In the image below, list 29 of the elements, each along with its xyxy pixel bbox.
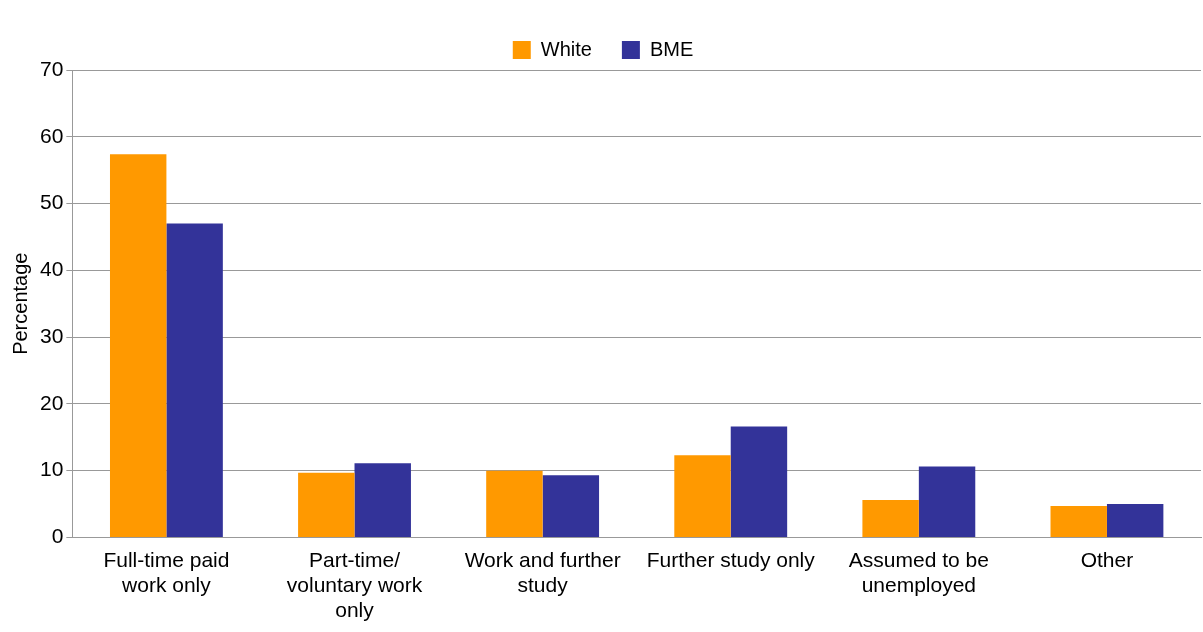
y-tick-label: 70 <box>40 56 64 80</box>
bar <box>486 470 543 537</box>
y-tick-label: 0 <box>51 524 64 548</box>
bar <box>109 154 167 537</box>
x-tick-label: Full-time paid work only <box>103 547 230 596</box>
bar <box>730 426 788 537</box>
x-tick-label: Part-time/ voluntary work only <box>286 547 423 622</box>
x-tick-label: Other <box>1080 547 1134 571</box>
bar <box>1106 504 1164 537</box>
legend-label: BME <box>649 37 694 60</box>
x-tick-label: Work and further study <box>464 547 621 596</box>
bar <box>298 472 355 537</box>
bar <box>542 475 600 537</box>
bar <box>862 500 919 537</box>
x-tick-label: Assumed to be unemployed <box>848 547 989 596</box>
y-tick-label: 60 <box>40 123 64 147</box>
legend-label: White <box>540 37 592 60</box>
bar <box>918 466 976 537</box>
y-tick-label: 30 <box>40 323 64 347</box>
y-tick-label: 20 <box>40 390 64 414</box>
bar <box>1050 506 1107 537</box>
y-tick-label: 10 <box>40 457 64 481</box>
y-tick-label: 50 <box>40 190 64 214</box>
bar <box>166 223 223 537</box>
y-axis-title: Percentage <box>8 252 31 355</box>
y-tick-label: 40 <box>40 257 64 281</box>
bar <box>674 455 731 537</box>
x-tick-label: Further study only <box>646 547 816 571</box>
bar <box>354 463 411 537</box>
